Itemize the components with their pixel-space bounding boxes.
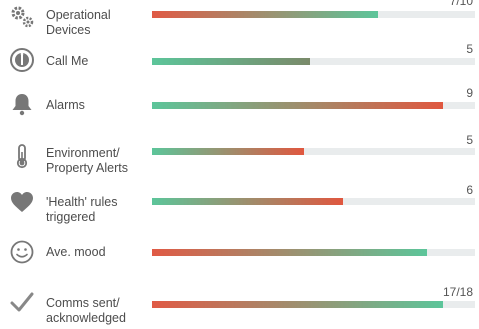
metric-bar-fill bbox=[152, 58, 311, 65]
metric-label: Comms sent/acknowledged bbox=[46, 296, 126, 325]
metric-bar-track bbox=[152, 102, 475, 109]
metric-label: Ave. mood bbox=[46, 245, 106, 259]
metric-row-environment-alerts: Environment/Property Alerts 5 bbox=[0, 132, 479, 178]
metric-bar-fill bbox=[152, 148, 304, 155]
metric-bar-fill bbox=[152, 198, 343, 205]
metric-label: 'Health' rules triggered bbox=[46, 195, 118, 224]
metric-bar-track bbox=[152, 249, 475, 256]
metric-bar-fill bbox=[152, 301, 443, 308]
metric-bar-track bbox=[152, 198, 475, 205]
metric-row-comms: Comms sent/acknowledged 17/18 bbox=[0, 280, 479, 326]
metric-row-operational-devices: Operational Devices 7/10 bbox=[0, 0, 479, 40]
metric-bar-fill bbox=[152, 249, 427, 256]
metric-bar-track bbox=[152, 58, 475, 65]
metric-value: 5 bbox=[466, 133, 473, 147]
checkmark-icon bbox=[8, 288, 36, 316]
metric-bar-track bbox=[152, 301, 475, 308]
metric-bar-track bbox=[152, 11, 475, 18]
metric-label: Operational Devices bbox=[46, 8, 111, 37]
heart-icon bbox=[8, 188, 36, 216]
metric-bar-fill bbox=[152, 102, 443, 109]
metric-row-alarms: Alarms 9 bbox=[0, 86, 479, 132]
metric-bar-track bbox=[152, 148, 475, 155]
gears-icon bbox=[8, 2, 36, 30]
bell-icon bbox=[8, 90, 36, 118]
metric-label: Environment/Property Alerts bbox=[46, 146, 128, 175]
metric-value: 5 bbox=[466, 42, 473, 56]
metric-value: 7/10 bbox=[449, 0, 473, 8]
metric-row-call-me: Call Me 5 bbox=[0, 40, 479, 86]
metric-bar-fill bbox=[152, 11, 379, 18]
metric-label: Call Me bbox=[46, 54, 89, 68]
metric-row-ave-mood: Ave. mood bbox=[0, 229, 479, 275]
smiley-icon bbox=[8, 238, 36, 266]
metric-value: 6 bbox=[466, 183, 473, 197]
thermometer-icon bbox=[8, 142, 36, 170]
metric-row-health-rules: 'Health' rules triggered 6 bbox=[0, 180, 479, 226]
call-me-icon bbox=[8, 46, 36, 74]
metric-value: 17/18 bbox=[442, 285, 473, 299]
metric-value: 9 bbox=[466, 86, 473, 100]
metric-label: Alarms bbox=[46, 98, 85, 112]
